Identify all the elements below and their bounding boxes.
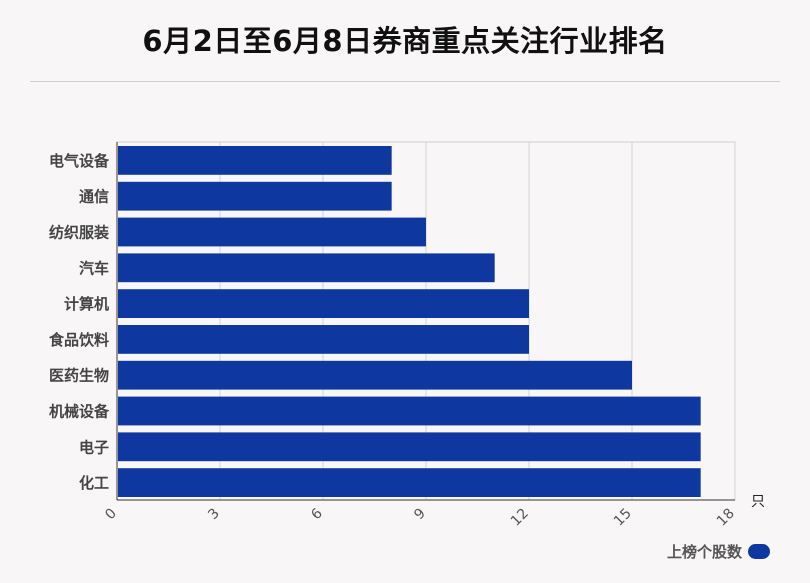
bar [118, 432, 701, 462]
x-tick-label: 15 [611, 506, 635, 530]
category-label: 计算机 [64, 295, 109, 313]
bar [118, 360, 632, 390]
x-tick-label: 18 [714, 506, 738, 530]
x-tick-label: 3 [205, 506, 223, 524]
legend-swatch [748, 544, 770, 559]
title-divider [30, 81, 780, 82]
x-unit-label: 只 [751, 494, 765, 510]
category-label: 机械设备 [49, 403, 110, 421]
category-label: 化工 [79, 474, 109, 492]
x-tick-label: 9 [411, 506, 429, 524]
chart-title: 6月2日至6月8日券商重点关注行业排名 [142, 24, 668, 58]
bar [118, 181, 392, 211]
bar [118, 396, 701, 426]
legend-label: 上榜个股数 [666, 543, 742, 561]
bar [118, 217, 426, 247]
category-label: 通信 [79, 188, 109, 206]
bar [118, 325, 529, 354]
bar [118, 289, 529, 318]
category-label: 食品饮料 [49, 331, 109, 349]
category-label: 电气设备 [49, 152, 110, 170]
legend[interactable]: 上榜个股数 [667, 541, 770, 562]
category-label: 医药生物 [49, 367, 109, 385]
category-label: 纺织服装 [49, 224, 110, 242]
x-tick-label: 0 [102, 506, 120, 524]
category-label: 电子 [79, 438, 109, 456]
x-tick-label: 6 [308, 505, 326, 523]
bar [118, 468, 701, 497]
bar [118, 253, 495, 283]
category-label: 汽车 [79, 259, 109, 277]
x-tick-label: 12 [508, 506, 532, 530]
bar [118, 146, 392, 175]
